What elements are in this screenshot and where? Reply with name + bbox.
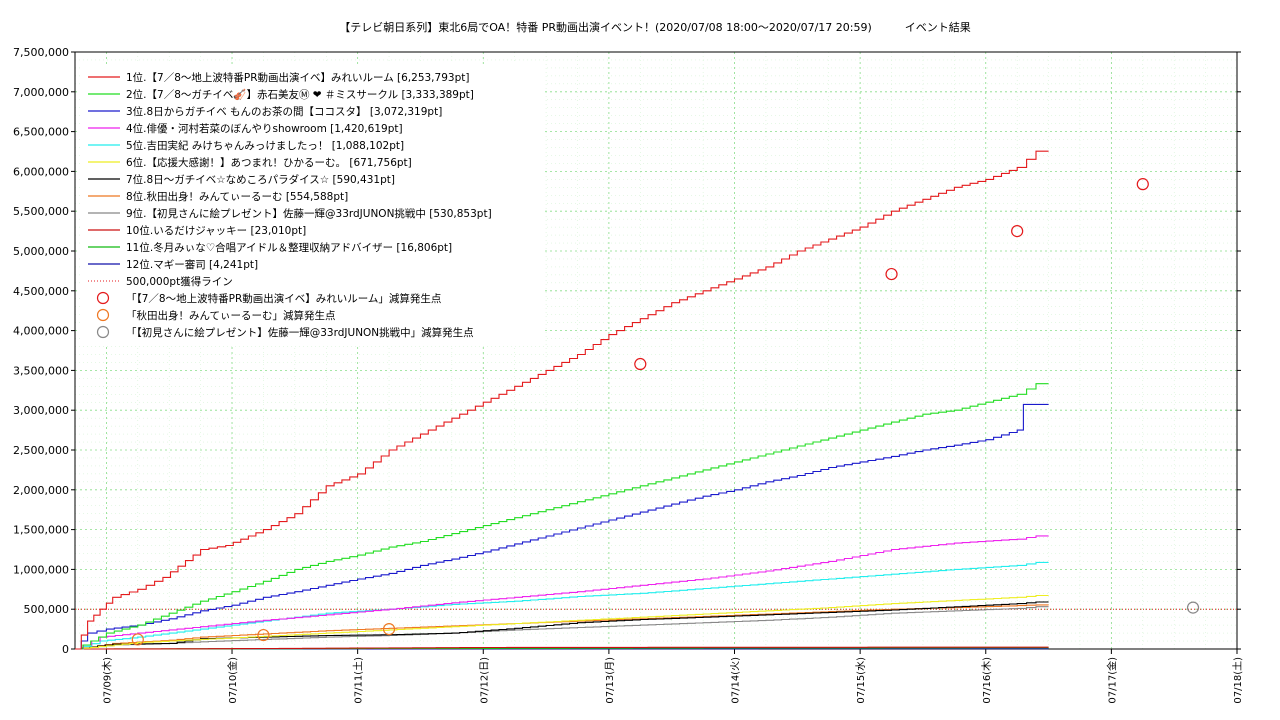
legend-label: 「秋田出身！みんてぃーるーむ」減算発生点 (126, 309, 335, 322)
legend-label: 1位.【7／8〜地上波特番PR動画出演イベ】みれいルーム [6,253,793p… (126, 71, 469, 84)
y-tick-label: 5,500,000 (13, 205, 69, 218)
deduction-marker (382, 622, 396, 636)
y-tick-label: 6,000,000 (13, 165, 69, 178)
series-line (75, 403, 1049, 650)
deduction-marker (634, 357, 647, 371)
series-line (75, 646, 1049, 650)
x-tick-label: 07/09(木) (101, 657, 113, 704)
y-tick-label: 1,500,000 (13, 524, 69, 537)
deduction-marker (1011, 225, 1024, 238)
x-tick-label: 07/13(月) (604, 657, 616, 704)
x-tick-label: 07/17(金) (1105, 657, 1118, 704)
deduction-marker (257, 628, 270, 642)
legend-label: 10位.いるだけジャッキー [23,010pt] (126, 224, 306, 237)
grid (74, 52, 1238, 649)
y-tick-label: 5,000,000 (13, 245, 69, 258)
y-tick-label: 6,500,000 (13, 126, 69, 139)
y-tick-label: 3,000,000 (13, 404, 69, 417)
legend-label: 「【7／8〜地上波特番PR動画出演イベ】みれいルーム」減算発生点 (126, 292, 441, 305)
series-line (75, 561, 1049, 650)
legend-label: 2位.【7／8〜ガチイベ🎻】赤石美友Ⓜ ❤ ＃ミスサークル [3,333,389… (126, 88, 474, 101)
y-tick-label: 7,000,000 (13, 86, 69, 99)
y-tick-label: 1,000,000 (13, 563, 69, 576)
x-tick-label: 07/12(日) (479, 657, 490, 704)
series-line (75, 535, 1049, 650)
legend-background (80, 64, 545, 346)
series-line (75, 606, 1049, 650)
legend-label: 4位.俳優・河村若菜のぼんやりshowroom [1,420,619pt] (126, 122, 403, 135)
y-tick-label: 500,000 (24, 603, 70, 616)
legend-marker (96, 325, 110, 339)
legend-label: 7位.8日〜ガチイベ☆なめころパラダイス☆ [590,431pt] (126, 173, 395, 186)
x-tick-label: 07/14(火) (730, 657, 742, 704)
legend-label: 9位.【初見さんに絵プレゼント】佐藤一輝@33rdJUNON挑戦中 [530,8… (126, 207, 492, 220)
y-tick-label: 7,500,000 (13, 46, 69, 59)
y-tick-label: 2,000,000 (13, 484, 69, 497)
chart-title: 【テレビ朝日系列】東北6局でOA！特番 PR動画出演イベント！(2020/07/… (339, 20, 971, 34)
legend-marker (96, 308, 110, 322)
legend-label: 11位.冬月みぃな♡合唱アイドル＆整理収納アドバイザー [16,806pt] (126, 241, 452, 254)
y-tick-label: 4,500,000 (13, 285, 69, 298)
series-line (75, 383, 1049, 650)
y-tick-label: 2,500,000 (13, 444, 69, 457)
y-axis: 0 500,000 1,000,000 1,500,000 2,000,000 2,500… (13, 46, 1241, 656)
deduction-marker (1136, 178, 1149, 191)
series-line (75, 594, 1049, 650)
legend-label: 「【初見さんに絵プレゼント】佐藤一輝@33rdJUNON挑戦中」減算発生点 (126, 326, 474, 339)
y-tick-label: 0 (62, 643, 69, 656)
markers-layer (131, 178, 1200, 646)
deduction-marker (885, 267, 898, 281)
x-tick-label: 07/16(木) (981, 657, 993, 704)
x-tick-label: 07/10(金) (226, 657, 239, 704)
series-line (75, 150, 1049, 650)
legend-label: 6位.【応援大感謝！】あつまれ！ひかるーむ。 [671,756pt] (126, 156, 412, 169)
deduction-marker (131, 633, 144, 646)
legend-label: 500,000pt獲得ライン (126, 275, 233, 288)
x-tick-label: 07/15(水) (855, 657, 867, 704)
legend-label: 5位.吉田実紀 みけちゃんみっけましたっ！ [1,088,102pt] (126, 139, 404, 152)
x-tick-label: 07/18(土) (1231, 657, 1244, 704)
legend-marker (96, 291, 110, 305)
x-tick-label: 07/11(土) (352, 657, 365, 704)
legend-label: 3位.8日からガチイベ もんのお茶の間【ココスタ】 [3,072,319pt] (126, 105, 442, 118)
legend-label: 12位.マギー審司 [4,241pt] (126, 258, 258, 271)
deduction-marker (1186, 601, 1200, 614)
x-axis: 07/09(木) 07/10(金) 07/11(土) 07/12(日) 07/13(月)… (101, 649, 1244, 704)
legend-label: 8位.秋田出身！みんてぃーるーむ [554,588pt] (126, 190, 348, 203)
series-layer (75, 150, 1237, 650)
y-tick-label: 4,000,000 (13, 325, 69, 338)
y-tick-label: 3,500,000 (13, 364, 69, 377)
legend: 1位.【7／8〜地上波特番PR動画出演イベ】みれいルーム [6,253,793p… (80, 64, 545, 346)
